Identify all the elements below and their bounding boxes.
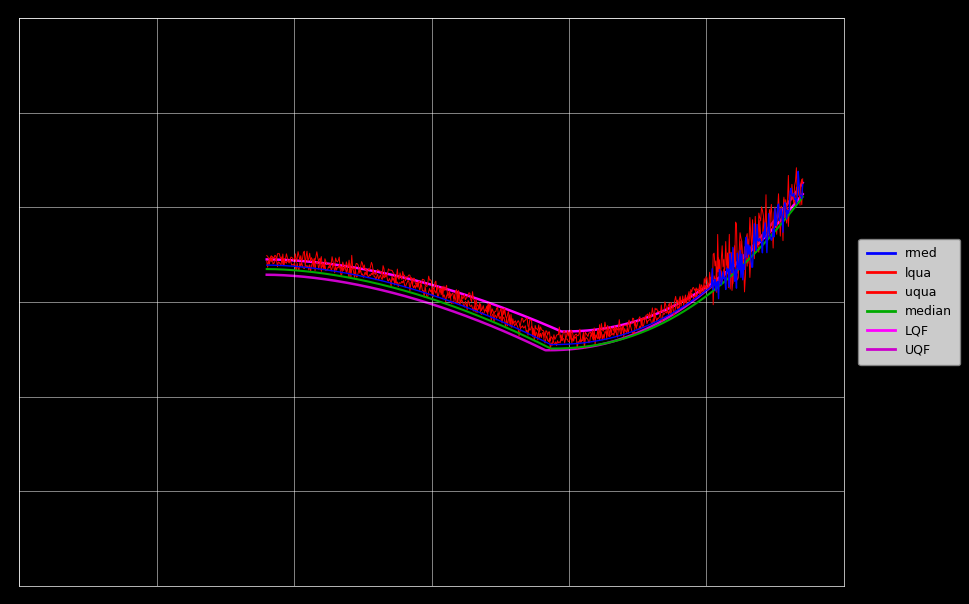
Legend: rmed, lqua, uqua, median, LQF, UQF: rmed, lqua, uqua, median, LQF, UQF	[858, 239, 959, 365]
